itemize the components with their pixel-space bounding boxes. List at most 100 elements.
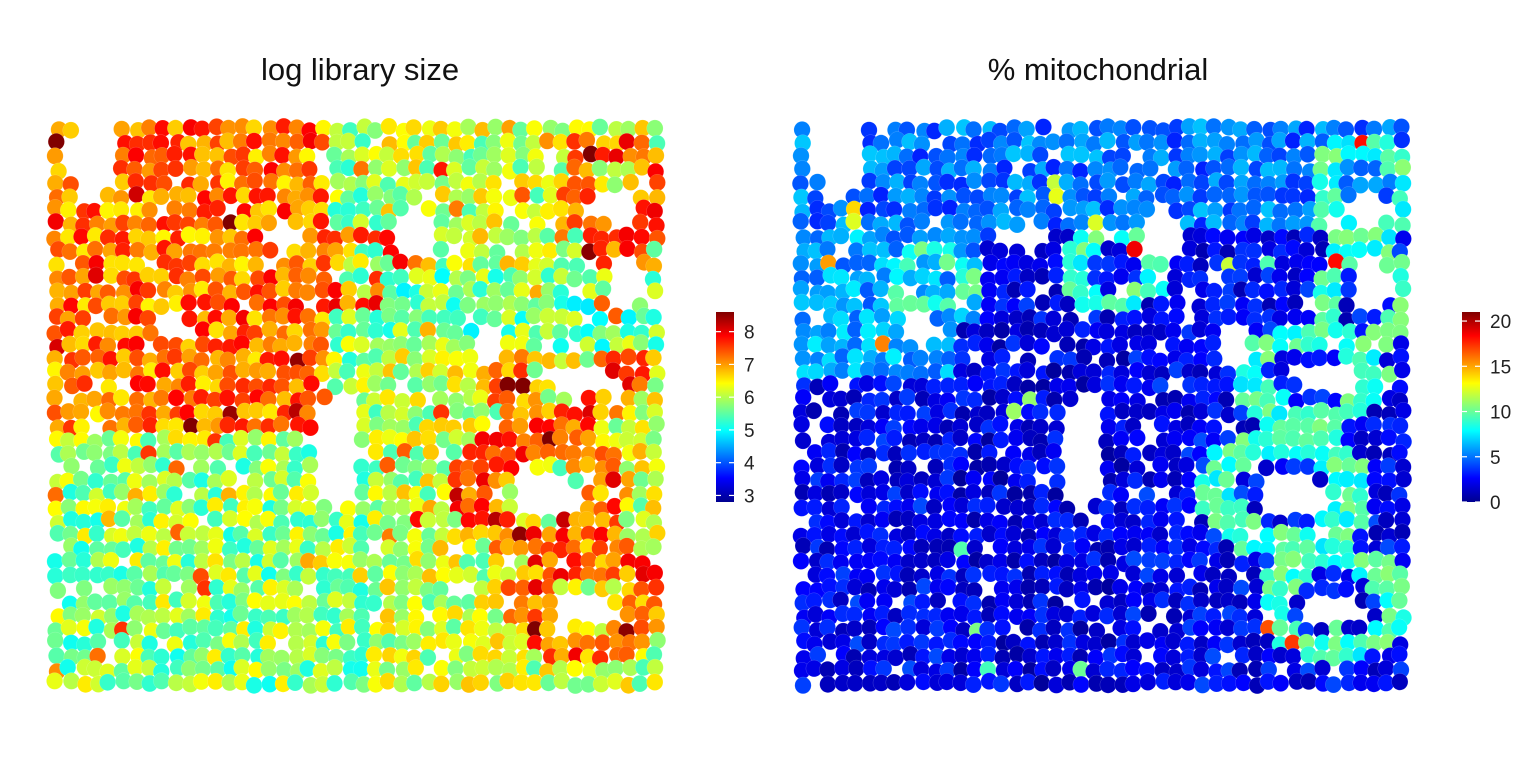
cell-mark: [538, 620, 556, 638]
cell-mark: [1177, 456, 1195, 474]
cell-mark: [1324, 511, 1341, 529]
cell-mark: [565, 270, 583, 288]
cell-mark: [154, 362, 172, 380]
tissue-cells: [45, 117, 667, 695]
cell-mark: [72, 403, 90, 421]
cell-mark: [352, 267, 370, 285]
cell-mark: [620, 348, 637, 366]
cell-mark: [75, 579, 93, 598]
cell-mark: [846, 619, 864, 638]
cell-mark: [365, 646, 383, 664]
cell-mark: [418, 172, 436, 191]
cell-mark: [809, 173, 826, 191]
cell-mark: [1168, 307, 1185, 326]
cell-mark: [261, 320, 279, 339]
cell-mark: [832, 483, 850, 501]
tissue-cells: [791, 117, 1413, 695]
cell-mark: [541, 551, 559, 569]
cell-mark: [74, 348, 92, 367]
cell-mark: [898, 673, 916, 691]
cell-mark: [899, 404, 917, 423]
colorbar-tick-label: 6: [744, 388, 755, 409]
cell-mark: [181, 618, 199, 636]
cell-mark: [1100, 418, 1118, 436]
cell-mark: [62, 121, 80, 139]
cell-mark: [487, 658, 505, 677]
cell-mark: [792, 212, 810, 230]
cell-mark: [565, 310, 583, 328]
cell-mark: [380, 117, 398, 136]
cell-mark: [1232, 375, 1250, 393]
cell-mark: [1284, 132, 1302, 150]
cell-mark: [405, 674, 423, 692]
cell-mark: [1045, 619, 1063, 637]
cell-mark: [992, 469, 1010, 488]
cell-mark: [194, 227, 211, 245]
cell-mark: [419, 511, 437, 529]
cell-mark: [964, 675, 982, 694]
cell-mark: [964, 566, 982, 584]
cell-mark: [914, 593, 931, 611]
cell-mark: [1324, 537, 1342, 555]
cell-mark: [485, 146, 503, 164]
cell-mark: [500, 578, 518, 597]
cell-mark: [1112, 267, 1130, 286]
cell-mark: [1138, 200, 1156, 218]
cell-mark: [1165, 607, 1183, 625]
cell-mark: [46, 147, 64, 165]
cell-mark: [1394, 280, 1412, 298]
cell-mark: [46, 552, 64, 571]
cell-mark: [207, 537, 225, 556]
cell-mark: [445, 254, 463, 272]
cell-mark: [1019, 280, 1036, 299]
cell-mark: [1205, 350, 1223, 368]
cell-mark: [594, 634, 612, 652]
spatial-plot: 0 5 10 15 20: [791, 117, 1511, 695]
cell-mark: [927, 199, 944, 217]
cell-mark: [299, 390, 317, 408]
cell-mark: [420, 552, 437, 570]
cell-mark: [298, 606, 316, 624]
cell-mark: [1075, 348, 1093, 367]
cell-mark: [566, 227, 584, 245]
cell-mark: [1244, 443, 1262, 461]
colorbar: [716, 312, 734, 502]
cell-mark: [514, 377, 532, 395]
cell-mark: [566, 295, 583, 313]
cell-mark: [1394, 200, 1412, 218]
cell-mark: [471, 227, 489, 245]
cell-mark: [911, 349, 929, 367]
cell-mark: [1284, 550, 1302, 568]
cell-mark: [805, 402, 823, 420]
cell-mark: [60, 618, 78, 637]
cell-mark: [192, 672, 210, 691]
cell-mark: [646, 658, 664, 677]
cell-mark: [578, 455, 596, 474]
cell-mark: [245, 676, 263, 694]
cell-mark: [965, 171, 983, 190]
cell-mark: [620, 308, 638, 327]
cell-mark: [592, 675, 610, 693]
cell-mark: [405, 632, 423, 651]
cell-mark: [299, 266, 317, 285]
cell-mark: [845, 212, 863, 231]
cell-mark: [792, 254, 810, 273]
cell-mark: [591, 159, 609, 178]
cell-mark: [875, 659, 893, 678]
cell-mark: [46, 389, 63, 407]
cell-mark: [434, 267, 451, 285]
cell-mark: [900, 444, 918, 462]
cell-mark: [1300, 672, 1318, 691]
cell-mark: [1124, 118, 1142, 137]
cell-mark: [180, 592, 198, 610]
cell-mark: [445, 618, 463, 636]
cell-mark: [1033, 674, 1051, 692]
cell-mark: [1390, 618, 1408, 636]
cell-mark: [301, 456, 319, 474]
cell-mark: [85, 390, 103, 408]
cell-mark: [286, 673, 304, 692]
cell-mark: [1326, 456, 1343, 474]
cell-mark: [1141, 159, 1159, 178]
cell-mark: [220, 309, 238, 327]
cell-mark: [1338, 470, 1356, 488]
